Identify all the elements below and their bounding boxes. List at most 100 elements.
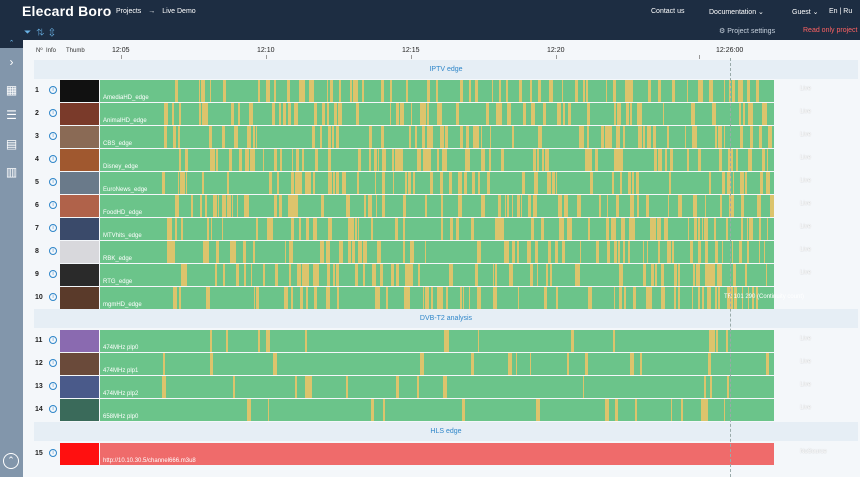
thumbnail[interactable] (60, 195, 99, 217)
info-icon[interactable]: i (49, 359, 57, 367)
thumbnail[interactable] (60, 330, 99, 352)
alert-stripe (255, 126, 257, 148)
stream-row[interactable]: 13 i 474MHz plp2 Live (23, 376, 860, 398)
documentation-menu[interactable]: Documentation ⌄ (709, 9, 764, 16)
alert-stripe (605, 80, 608, 102)
alert-stripe (273, 195, 278, 217)
timeline-bar[interactable] (100, 376, 774, 398)
columns-icon[interactable]: ⇳ (49, 27, 60, 37)
timeline-bar[interactable] (100, 80, 774, 102)
timeline-bar[interactable] (100, 126, 774, 148)
timeline-bar[interactable] (100, 103, 774, 125)
info-icon[interactable]: i (49, 293, 57, 301)
detail-view-icon[interactable]: ▥ (5, 165, 18, 179)
table-view-icon[interactable]: ▤ (5, 137, 18, 151)
thumbnail[interactable] (60, 241, 99, 263)
alert-stripe (309, 376, 313, 398)
thumbnail[interactable] (60, 353, 99, 375)
stream-row[interactable]: 12 i 474MHz plp1 Live (23, 353, 860, 375)
grid-view-icon[interactable]: ▦ (5, 83, 18, 97)
info-icon[interactable]: i (49, 405, 57, 413)
timeline-bar[interactable] (100, 287, 774, 309)
alert-stripe (223, 264, 225, 286)
timeline-bar[interactable] (100, 353, 774, 375)
stream-row[interactable]: 1 i AmediaHD_edge Live (23, 80, 860, 102)
thumbnail[interactable] (60, 149, 99, 171)
info-icon[interactable]: i (49, 86, 57, 94)
contact-link[interactable]: Contact us (651, 8, 685, 15)
timeline-bar[interactable] (100, 399, 774, 421)
thumbnail[interactable] (60, 264, 99, 286)
timeline-bar[interactable] (100, 241, 774, 263)
stream-row[interactable]: 9 i RTG_edge Live (23, 264, 860, 286)
stream-row[interactable]: 4 i Disney_edge Live (23, 149, 860, 171)
timeline-bar[interactable] (100, 264, 774, 286)
alert-stripe (547, 241, 551, 263)
timeline-bar[interactable] (100, 443, 774, 465)
info-icon[interactable]: i (49, 270, 57, 278)
timeline-bar[interactable] (100, 195, 774, 217)
expand-chevron-icon[interactable]: › (9, 55, 14, 69)
info-icon[interactable]: i (49, 247, 57, 255)
stream-row[interactable]: 8 i RBK_edge Live (23, 241, 860, 263)
thumbnail[interactable] (60, 103, 99, 125)
alert-stripe (327, 264, 331, 286)
language-switch[interactable]: En | Ru (829, 8, 853, 15)
info-icon[interactable]: i (49, 155, 57, 163)
scroll-top-icon[interactable]: ⌃ (3, 453, 19, 469)
timeline-bar[interactable] (100, 330, 774, 352)
alert-stripe (382, 195, 386, 217)
timeline-bar[interactable] (100, 218, 774, 240)
filter-icon[interactable]: ⏷ (24, 27, 37, 37)
info-icon[interactable]: i (49, 336, 57, 344)
breadcrumb-live-demo[interactable]: Live Demo (162, 8, 196, 15)
thumbnail[interactable] (60, 443, 99, 465)
alert-stripe (618, 287, 621, 309)
alert-stripe (693, 218, 698, 240)
thumbnail[interactable] (60, 218, 99, 240)
info-icon[interactable]: i (49, 132, 57, 140)
info-icon[interactable]: i (49, 382, 57, 390)
info-icon[interactable]: i (49, 224, 57, 232)
breadcrumb-projects[interactable]: Projects (116, 8, 142, 15)
info-icon[interactable]: i (49, 109, 57, 117)
stream-row[interactable]: 14 i 658MHz plp0 Live (23, 399, 860, 421)
thumbnail[interactable] (60, 287, 99, 309)
group-header-hls[interactable]: HLS edge (34, 422, 858, 441)
stream-row[interactable]: 3 i CBS_edge Live (23, 126, 860, 148)
alert-stripe (282, 103, 285, 125)
user-menu[interactable]: Guest ⌄ (792, 9, 819, 16)
project-settings-link[interactable]: ⚙ Project settings (719, 28, 776, 35)
alert-stripe (296, 195, 299, 217)
row-number: 14 (35, 406, 43, 413)
thumbnail[interactable] (60, 376, 99, 398)
brand-logo[interactable]: Elecard Boro (22, 3, 112, 19)
thumbnail[interactable] (60, 126, 99, 148)
stream-row[interactable]: 2 i AnimalHD_edge Live (23, 103, 860, 125)
info-icon[interactable]: i (49, 201, 57, 209)
stream-row[interactable]: 11 i 474MHz plp0 Live (23, 330, 860, 352)
collapse-icon[interactable]: ⌃ (0, 40, 23, 48)
info-icon[interactable]: i (49, 178, 57, 186)
stream-row[interactable]: 10 i mgmHD_edge TR 101 290 (Continuity coun… (23, 287, 860, 309)
time-cursor[interactable] (730, 58, 731, 477)
thumbnail[interactable] (60, 80, 99, 102)
alert-stripe (530, 80, 533, 102)
stream-row[interactable]: 6 i FoodHD_edge Live (23, 195, 860, 217)
alert-stripe (368, 126, 371, 148)
thumbnail[interactable] (60, 399, 99, 421)
group-header-dvb[interactable]: DVB-T2 analysis (34, 309, 858, 328)
stream-row[interactable]: 7 i MTVhits_edge Live (23, 218, 860, 240)
timeline-bar[interactable] (100, 149, 774, 171)
alert-stripe (670, 149, 674, 171)
stream-row[interactable]: 5 i EuroNews_edge Live (23, 172, 860, 194)
alert-stripe (227, 172, 229, 194)
list-view-icon[interactable]: ☰ (6, 108, 17, 122)
info-icon[interactable]: i (49, 449, 57, 457)
sort-icon[interactable]: ⇅ (36, 27, 50, 37)
alert-stripe (361, 80, 364, 102)
thumbnail[interactable] (60, 172, 99, 194)
timeline-bar[interactable] (100, 172, 774, 194)
group-header-iptv[interactable]: IPTV edge (34, 60, 858, 79)
stream-row[interactable]: 15 i http://10.10.30.5/channel666.m3u8 NoSo… (23, 443, 860, 465)
